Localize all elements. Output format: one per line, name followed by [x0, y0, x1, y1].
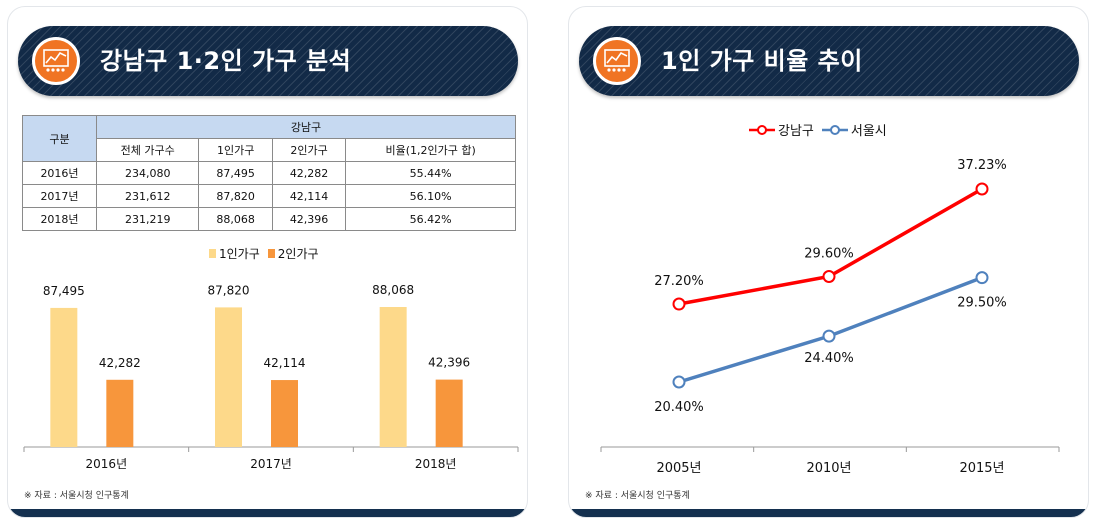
table-header-ratio: 비율(1,2인가구 합) — [345, 138, 516, 162]
table-cell: 56.10% — [345, 184, 516, 208]
table-cell: 2018년 — [22, 207, 97, 231]
table-cell: 234,080 — [95, 161, 200, 185]
bar-one-person — [379, 307, 407, 447]
table-header-region: 강남구 — [96, 115, 516, 139]
table-header-two-person: 2인가구 — [271, 138, 347, 162]
panel-header: 1인 가구 비율 추이 — [579, 26, 1079, 96]
x-tick-label: 2010년 — [806, 461, 851, 476]
legend-marker — [749, 124, 775, 135]
table-cell: 231,219 — [95, 207, 200, 231]
household-table: 구분 강남구 전체 가구수 1인가구 2인가구 비율(1,2인가구 합) 201… — [22, 115, 516, 231]
legend-swatch — [267, 249, 275, 258]
footer-bar — [8, 509, 527, 517]
table-header-one-person: 1인가구 — [198, 138, 273, 162]
bar-two-person — [106, 379, 134, 447]
line-chart: 2005년 2010년 2015년 27.20% 29.60% 37.23% 20.40% 2… — [600, 158, 1060, 476]
table-header-category: 구분 — [22, 115, 97, 162]
data-label: 27.20% — [654, 274, 704, 289]
legend-label: 서울시 — [850, 124, 887, 139]
legend-item-seoul: 서울시 — [821, 120, 887, 139]
panel-header: 강남구 1·2인 가구 분석 — [18, 26, 518, 96]
chart-icon — [593, 37, 641, 85]
bar-two-person — [435, 379, 463, 447]
data-point — [822, 329, 836, 343]
x-tick-label: 2018년 — [415, 457, 457, 471]
data-label: 42,396 — [428, 356, 470, 370]
legend-label: 1인가구 — [219, 247, 260, 261]
legend-label: 강남구 — [778, 124, 814, 139]
table-row: 2016년 234,080 87,495 42,282 55.44% — [22, 161, 516, 185]
table-row: 2017년 231,612 87,820 42,114 56.10% — [22, 184, 516, 208]
legend-item-two-person: 2인가구 — [267, 245, 319, 262]
legend-marker — [821, 124, 848, 135]
chart-icon — [32, 37, 80, 85]
data-point — [822, 269, 836, 283]
x-tick-label: 2005년 — [656, 461, 701, 476]
table-cell: 42,114 — [271, 184, 347, 208]
table-cell: 2017년 — [22, 184, 97, 208]
data-label: 37.23% — [957, 158, 1007, 173]
bar-two-person — [271, 380, 298, 447]
data-label: 29.50% — [957, 296, 1007, 311]
x-tick-label: 2015년 — [959, 461, 1004, 476]
legend-item-gangnam: 강남구 — [749, 120, 814, 139]
table-row: 2018년 231,219 88,068 42,396 56.42% — [22, 207, 516, 231]
bar-one-person — [50, 307, 78, 447]
ratio-trend-panel: 1인 가구 비율 추이 강남구 서울시 2005년 2010년 2015년 27.20… — [568, 6, 1089, 518]
data-point — [975, 271, 989, 285]
source-note: ※ 자료 : 서울시청 인구통계 — [24, 491, 129, 501]
table-cell: 56.42% — [345, 207, 516, 231]
line-legend: 강남구 서울시 — [749, 120, 895, 139]
data-point — [672, 375, 686, 389]
bar-one-person — [215, 307, 242, 447]
data-point — [672, 297, 686, 311]
data-label: 88,068 — [372, 283, 414, 297]
data-label: 42,282 — [99, 356, 141, 370]
legend-item-one-person: 1인가구 — [209, 245, 260, 262]
data-label: 87,820 — [208, 283, 250, 297]
table-cell: 42,282 — [271, 161, 347, 185]
footer-bar — [569, 509, 1088, 517]
x-tick-label: 2016년 — [86, 457, 128, 471]
data-label: 42,114 — [264, 356, 306, 370]
legend-swatch — [209, 249, 216, 258]
bar-legend: 1인가구 2인가구 — [209, 245, 327, 262]
x-tick-label: 2017년 — [250, 457, 292, 471]
panel-title: 강남구 1·2인 가구 분석 — [100, 47, 352, 75]
panel-title: 1인 가구 비율 추이 — [661, 47, 863, 75]
table-cell: 42,396 — [271, 207, 347, 231]
household-analysis-panel: 강남구 1·2인 가구 분석 구분 강남구 전체 가구수 1인가구 2인가구 비… — [7, 6, 528, 518]
data-label: 29.60% — [804, 246, 854, 261]
bar-chart: 87,495 42,282 2016년 87,820 42,114 2017년 88,068… — [23, 283, 519, 471]
data-label: 87,495 — [43, 284, 85, 298]
data-label: 20.40% — [654, 400, 704, 415]
data-label: 24.40% — [804, 351, 854, 366]
source-note: ※ 자료 : 서울시청 인구통계 — [585, 491, 690, 501]
table-header-total: 전체 가구수 — [95, 138, 200, 162]
data-point — [975, 182, 989, 196]
legend-label: 2인가구 — [277, 247, 319, 261]
